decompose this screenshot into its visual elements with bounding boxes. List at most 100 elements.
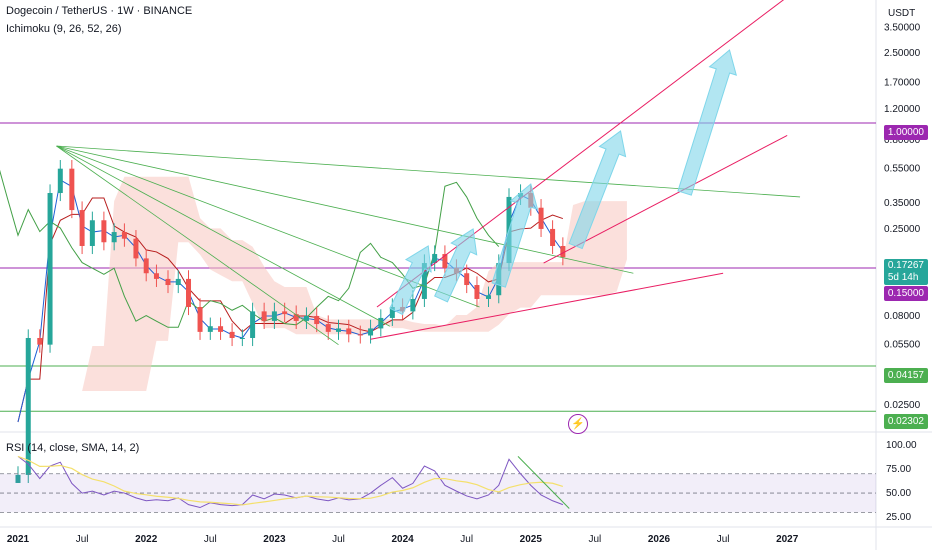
candle-body: [410, 298, 416, 312]
price-tick-label: 0.80000: [884, 135, 921, 146]
trend-fan-line: [56, 145, 634, 274]
ichimoku-legend: Ichimoku (9, 26, 52, 26): [6, 23, 122, 35]
candle-body: [197, 307, 203, 332]
time-tick-label: 2023: [263, 534, 286, 545]
candle-body: [560, 245, 566, 258]
candle-body: [325, 324, 331, 332]
rsi-ma-line: [17, 455, 564, 506]
candle-body: [485, 295, 491, 299]
candle-body: [474, 285, 480, 299]
candle-body: [79, 210, 85, 246]
candle-body: [368, 328, 374, 336]
price-tag-1: 1.00000: [883, 125, 928, 140]
candle-body: [250, 311, 256, 338]
channel-lower-line: [370, 272, 724, 340]
time-tick-label: 2026: [648, 534, 671, 545]
time-tick-label: Jul: [589, 534, 602, 545]
price-tick-label: 1.20000: [884, 104, 921, 115]
price-tick-label: 3.50000: [884, 22, 921, 33]
rsi-tick-label: 75.00: [886, 464, 911, 475]
price-tick-label: 0.02500: [884, 400, 921, 411]
candle-body: [432, 254, 438, 264]
time-tick-label: 2024: [391, 534, 414, 545]
price-tick-label: 1.70000: [884, 77, 921, 88]
time-tick-label: 2021: [7, 534, 30, 545]
price-tag-current: 0.17267 5d 14h: [883, 259, 928, 285]
candle-body: [47, 193, 53, 345]
candle-body: [186, 278, 192, 308]
time-tick-label: 2027: [776, 534, 799, 545]
ichimoku-tenkan-line: [17, 179, 564, 423]
candle-body: [133, 238, 139, 259]
ichimoku-cloud: [82, 176, 627, 391]
rsi-tick-label: 50.00: [886, 488, 911, 499]
price-tag-level-2: 0.02302: [883, 414, 928, 429]
chart-title: Dogecoin / TetherUS · 1W · BINANCE: [6, 5, 193, 17]
projection-arrow: [434, 228, 478, 303]
candle-body: [175, 278, 181, 286]
candle-body: [143, 258, 149, 274]
rsi-trend-line: [517, 456, 570, 509]
candle-body: [89, 220, 95, 246]
candle-body: [303, 316, 309, 321]
channel-upper-line: [376, 0, 785, 308]
candle-body: [229, 331, 235, 338]
candle-body: [218, 326, 224, 332]
projection-arrow: [677, 49, 738, 196]
candle-body: [261, 311, 267, 321]
candle-body: [69, 168, 75, 211]
price-tick-label: 0.08000: [884, 311, 921, 322]
candle-body: [207, 326, 213, 332]
candle-body: [346, 328, 352, 335]
price-tick-label: 0.35000: [884, 198, 921, 209]
candle-body: [111, 232, 117, 243]
candle-body: [464, 273, 470, 286]
ichimoku-kijun-line: [17, 197, 564, 423]
price-axis-title: USDT: [888, 8, 915, 19]
time-to-close: 5d 14h: [887, 272, 919, 283]
rsi-tick-label: 100.00: [886, 440, 917, 451]
candle-body: [442, 254, 448, 268]
price-tick-label: 0.55000: [884, 164, 921, 175]
candle-body: [153, 273, 159, 279]
candle-body: [389, 307, 395, 318]
candle-body: [378, 317, 384, 329]
trend-fan-line: [56, 145, 801, 198]
time-tick-label: Jul: [332, 534, 345, 545]
candle-body: [357, 334, 363, 336]
time-tick-label: Jul: [460, 534, 473, 545]
candle-body: [550, 228, 556, 246]
projection-arrow: [491, 183, 539, 288]
rsi-legend: RSI (14, close, SMA, 14, 2): [6, 442, 140, 454]
rsi-line: [17, 456, 564, 509]
candle-body: [336, 328, 341, 332]
time-tick-label: 2022: [135, 534, 158, 545]
candle-body: [121, 232, 127, 239]
candle-body: [57, 168, 63, 194]
candle-body: [15, 474, 21, 483]
current-price: 0.17267: [887, 260, 924, 271]
time-tick-label: Jul: [717, 534, 730, 545]
time-tick-label: Jul: [76, 534, 89, 545]
time-tick-label: Jul: [204, 534, 217, 545]
projection-arrow: [389, 245, 432, 316]
candle-body: [37, 337, 43, 345]
price-tick-label: 2.50000: [884, 48, 921, 59]
candle-body: [421, 263, 427, 299]
candle-body: [239, 337, 245, 339]
price-tick-label: 0.25000: [884, 224, 921, 235]
candle-body: [282, 311, 288, 315]
price-tag-level-1: 0.04157: [883, 368, 928, 383]
rsi-tick-label: 25.00: [886, 512, 911, 523]
price-tick-label: 0.05500: [884, 340, 921, 351]
trend-fan-line: [56, 145, 390, 327]
candle-body: [165, 278, 171, 286]
candle-body: [25, 337, 31, 475]
time-tick-label: 2025: [520, 534, 543, 545]
candle-body: [293, 314, 299, 321]
trend-fan-line: [56, 145, 339, 345]
candle-body: [314, 316, 320, 325]
candle-body: [101, 220, 107, 243]
lightning-icon[interactable]: ⚡: [568, 414, 588, 434]
